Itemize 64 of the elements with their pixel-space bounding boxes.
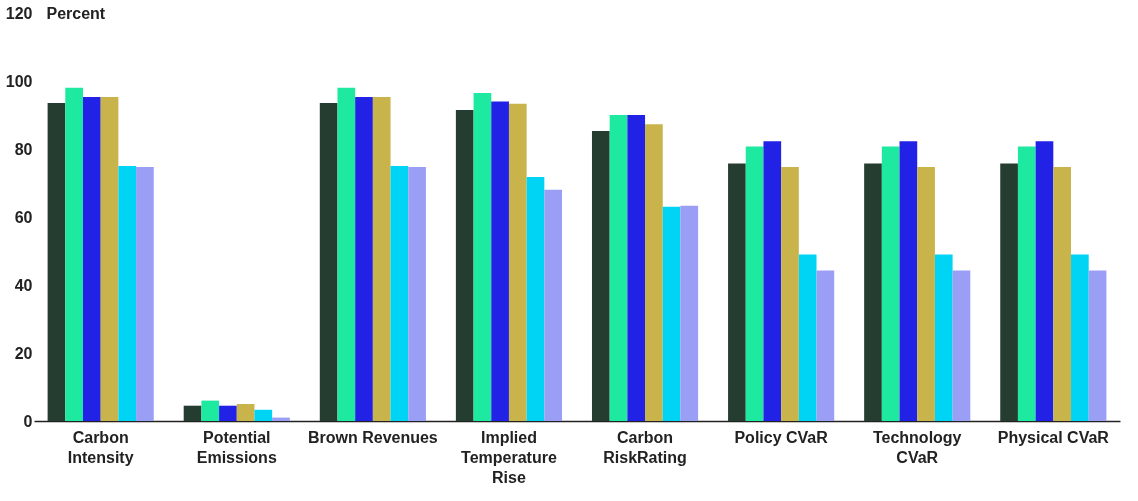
x-tick-label: Carbon RiskRating (603, 428, 687, 466)
bar (65, 87, 83, 421)
bar (526, 176, 545, 421)
y-tick-label: 40 (14, 276, 33, 294)
bar (408, 167, 426, 421)
bar (745, 146, 764, 421)
bar (118, 166, 137, 421)
bar (934, 254, 953, 421)
bar (1017, 146, 1036, 421)
bar (544, 189, 563, 421)
bar (627, 115, 646, 421)
bar (47, 103, 66, 421)
y-axis-title: Percent (46, 4, 106, 22)
bar (201, 400, 220, 421)
bar (508, 103, 527, 421)
bar (236, 404, 255, 421)
bar (645, 124, 663, 421)
bar (82, 96, 101, 421)
bar (881, 146, 900, 421)
bar (591, 130, 610, 421)
x-tick-label: Implied Temperature Rise (461, 428, 557, 486)
bar (390, 166, 409, 421)
bar (798, 254, 817, 421)
bar (1071, 254, 1089, 421)
y-tick-label: 20 (14, 344, 33, 362)
bar (100, 96, 119, 421)
bar (609, 115, 628, 421)
bar (1035, 141, 1054, 421)
bar (728, 163, 746, 421)
bar (763, 141, 782, 421)
bar (662, 206, 681, 421)
bar (781, 167, 799, 421)
bar (254, 409, 273, 421)
bar (219, 405, 237, 421)
x-tick-label: Potential Emissions (196, 428, 277, 466)
bar (1053, 167, 1072, 421)
bar (319, 103, 338, 421)
bar (136, 167, 154, 421)
bar (491, 101, 509, 421)
x-tick-label: Physical CVaR (997, 428, 1110, 446)
y-tick-label: 100 (5, 72, 33, 90)
x-tick-label: Policy CVaR (734, 428, 829, 446)
bar (455, 109, 474, 421)
bar (864, 163, 882, 421)
y-tick-label: 120 (5, 4, 33, 22)
bar (183, 405, 202, 421)
x-tick-label: Technology CVaR (872, 428, 962, 466)
bar (899, 141, 918, 421)
bar (372, 96, 391, 421)
bar (816, 270, 835, 421)
x-tick-label: Carbon Intensity (67, 428, 134, 466)
bar (680, 205, 699, 421)
bar (1088, 270, 1107, 421)
x-tick-label: Brown Revenues (307, 428, 438, 446)
bar (1000, 163, 1018, 421)
y-tick-label: 60 (14, 208, 33, 226)
bar (337, 87, 356, 421)
y-tick-label: 0 (23, 412, 33, 430)
bar (952, 270, 971, 421)
bar (272, 417, 290, 421)
bar (473, 92, 492, 421)
bar (917, 167, 935, 421)
y-tick-label: 80 (14, 140, 33, 158)
bar (355, 96, 373, 421)
